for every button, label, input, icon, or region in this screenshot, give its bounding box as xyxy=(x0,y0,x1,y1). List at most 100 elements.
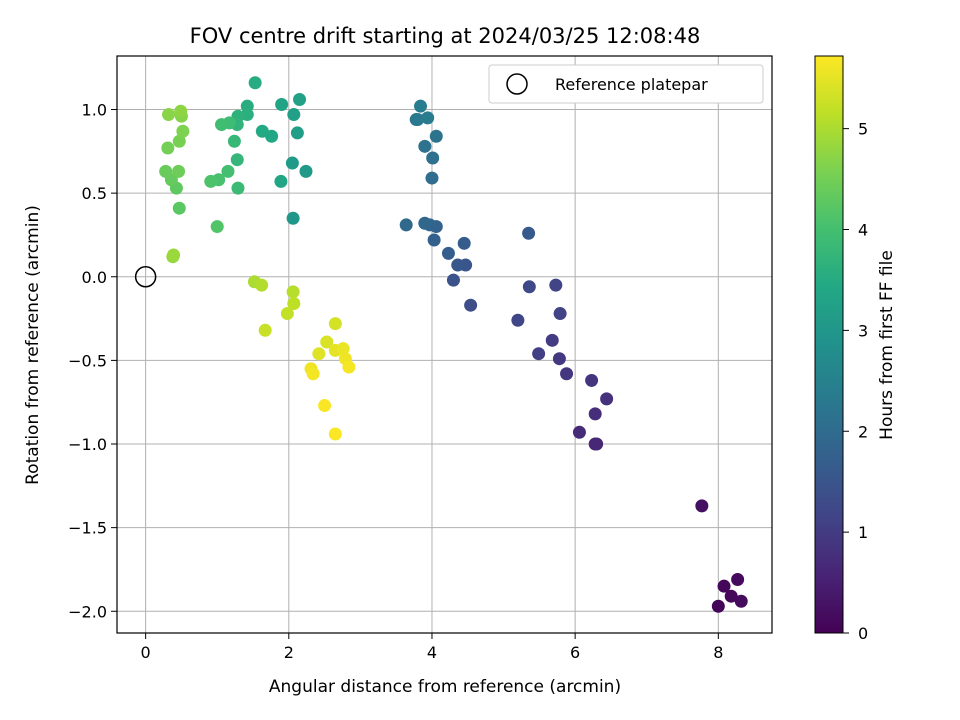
grid xyxy=(117,56,772,633)
data-point xyxy=(204,174,218,188)
data-point xyxy=(441,246,455,260)
data-point xyxy=(285,156,299,170)
data-point xyxy=(418,216,432,230)
y-axis-label: Rotation from reference (arcmin) xyxy=(23,205,43,485)
data-point xyxy=(221,164,235,178)
data-point xyxy=(210,220,224,234)
data-point xyxy=(159,164,173,178)
data-point xyxy=(328,317,342,331)
colorbar-tick-label: 4 xyxy=(858,221,868,240)
data-point xyxy=(280,307,294,321)
data-point xyxy=(312,347,326,361)
data-point xyxy=(731,572,745,586)
data-point xyxy=(255,278,269,292)
y-tick-label: −0.5 xyxy=(68,351,107,370)
data-point xyxy=(425,171,439,185)
data-point xyxy=(342,360,356,374)
x-tick-label: 2 xyxy=(284,643,294,662)
colorbar: 0 1 2 3 4 5 Hours from first FF file xyxy=(814,55,897,643)
data-point xyxy=(215,118,229,132)
colorbar-tick-label: 5 xyxy=(858,120,868,139)
data-point xyxy=(258,323,272,337)
data-point xyxy=(600,392,614,406)
data-point xyxy=(328,427,342,441)
reference-marker xyxy=(134,266,157,288)
data-point xyxy=(464,298,478,312)
data-point xyxy=(174,104,188,118)
x-axis-ticks: 0 2 4 6 8 xyxy=(141,633,723,662)
data-point xyxy=(414,99,428,113)
data-point xyxy=(231,181,245,195)
data-point xyxy=(274,174,288,188)
chart-title: FOV centre drift starting at 2024/03/25 … xyxy=(190,24,701,48)
data-point xyxy=(572,425,586,439)
data-point xyxy=(421,111,435,125)
data-point xyxy=(549,278,563,292)
legend-marker xyxy=(506,73,528,95)
x-axis-label: Angular distance from reference (arcmin) xyxy=(269,677,621,697)
data-point xyxy=(426,151,440,165)
data-point xyxy=(167,248,181,262)
data-point xyxy=(590,437,604,451)
data-point xyxy=(446,273,460,287)
data-point xyxy=(230,153,244,167)
data-point xyxy=(411,113,425,127)
data-point xyxy=(588,407,602,421)
data-point xyxy=(227,134,241,148)
x-tick-label: 0 xyxy=(141,643,151,662)
data-point xyxy=(176,124,190,138)
data-point xyxy=(287,297,301,311)
data-point xyxy=(532,347,546,361)
legend-label: Reference platepar xyxy=(555,75,708,94)
data-point xyxy=(711,599,725,613)
data-point xyxy=(717,579,731,593)
data-point xyxy=(172,134,186,148)
data-point xyxy=(162,108,176,122)
data-point xyxy=(286,285,300,299)
colorbar-ticks: 0 1 2 3 4 5 xyxy=(843,120,868,643)
data-point xyxy=(287,108,301,122)
legend-box xyxy=(488,64,764,104)
data-point xyxy=(695,499,709,513)
y-tick-label: −1.5 xyxy=(68,519,107,538)
data-point xyxy=(522,226,536,240)
colorbar-tick-label: 1 xyxy=(858,523,868,542)
data-point xyxy=(545,333,559,347)
data-point xyxy=(429,129,443,143)
data-point xyxy=(560,367,574,381)
y-tick-label: −2.0 xyxy=(68,602,107,621)
data-point xyxy=(286,211,300,225)
data-point xyxy=(511,313,525,327)
data-point xyxy=(161,141,175,155)
data-point xyxy=(553,307,567,321)
data-point xyxy=(320,335,334,349)
colorbar-tick-label: 0 xyxy=(858,624,868,643)
x-tick-label: 4 xyxy=(427,643,437,662)
data-point xyxy=(318,399,332,413)
data-point xyxy=(255,124,269,138)
y-axis-ticks: −2.0 −1.5 −1.0 −0.5 0.0 0.5 1.0 xyxy=(68,101,117,621)
colorbar-tick-label: 3 xyxy=(858,321,868,340)
data-point xyxy=(172,201,186,215)
data-point xyxy=(457,236,471,250)
data-point xyxy=(585,373,599,387)
data-point xyxy=(522,280,536,294)
y-tick-label: 0.5 xyxy=(82,184,107,203)
data-point xyxy=(275,98,289,112)
plot-frame xyxy=(116,55,773,634)
colorbar-gradient xyxy=(814,55,844,634)
data-point xyxy=(552,352,566,366)
y-tick-label: 0.0 xyxy=(82,268,107,287)
data-point xyxy=(172,164,186,178)
data-point xyxy=(418,139,432,153)
data-point xyxy=(427,233,441,247)
legend: Reference platepar xyxy=(488,64,764,104)
y-tick-label: 1.0 xyxy=(82,101,107,120)
data-point xyxy=(734,594,748,608)
data-point xyxy=(399,218,413,232)
x-tick-label: 6 xyxy=(570,643,580,662)
data-point xyxy=(248,76,262,90)
y-tick-label: −1.0 xyxy=(68,435,107,454)
data-point xyxy=(336,342,350,356)
data-point xyxy=(299,164,313,178)
